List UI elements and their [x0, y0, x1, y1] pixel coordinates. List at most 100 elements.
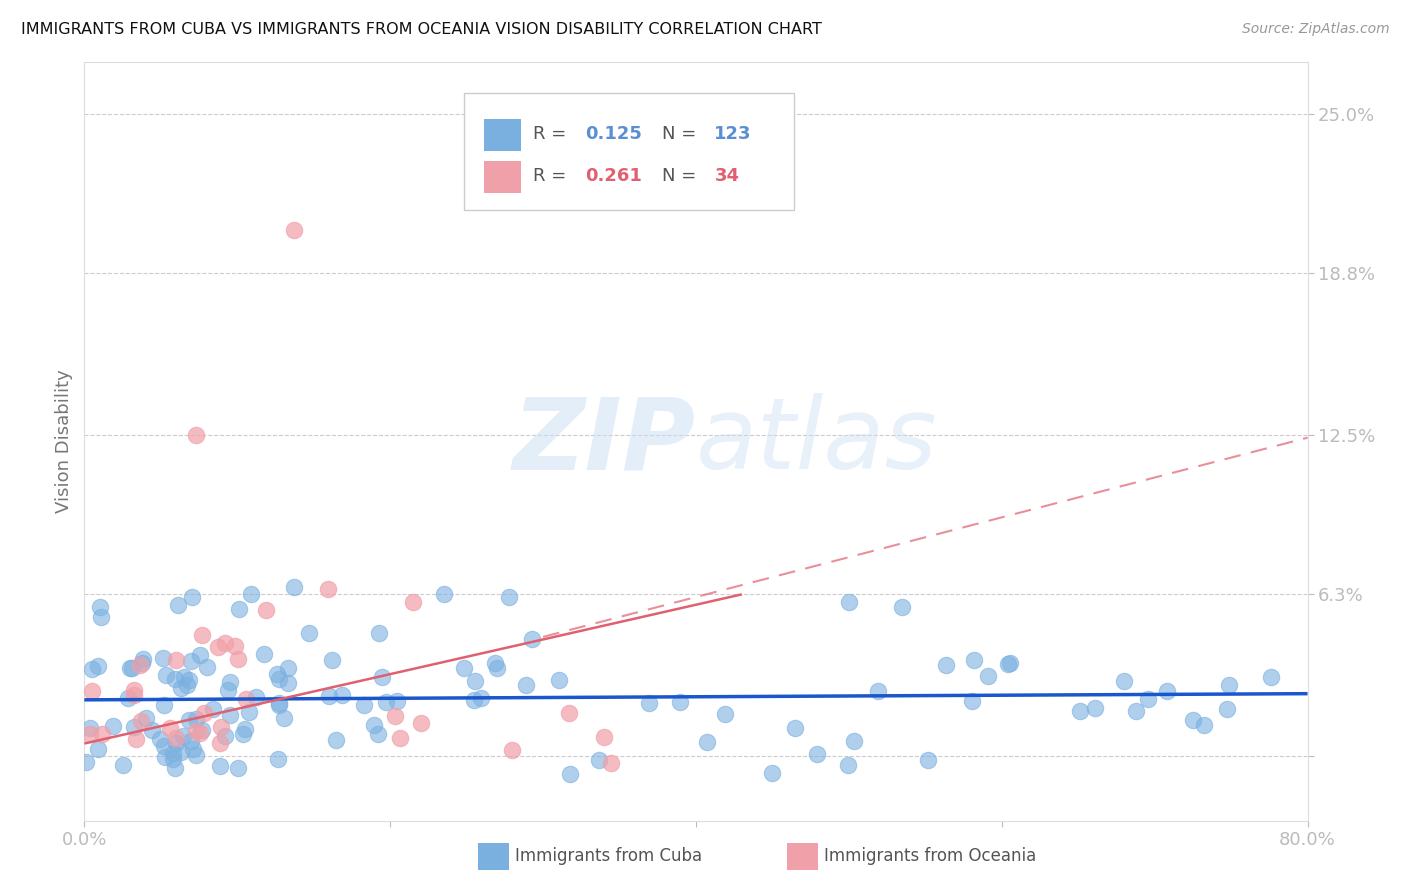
Point [87, 742, 110, 756]
Point [240, 587, 263, 601]
Point [170, 681, 193, 696]
Point [122, 720, 145, 734]
Point [214, 729, 236, 743]
Point [132, 652, 155, 666]
Point [501, 743, 523, 757]
Point [267, 673, 290, 687]
Point [273, 711, 295, 725]
Point [592, 730, 614, 744]
Point [149, 732, 172, 747]
Point [209, 759, 232, 773]
FancyBboxPatch shape [464, 93, 794, 211]
Point [389, 731, 412, 745]
Point [162, 746, 184, 760]
Point [837, 758, 859, 772]
Point [232, 727, 254, 741]
Point [267, 696, 290, 710]
Point [228, 602, 250, 616]
Text: N =: N = [662, 167, 702, 186]
Point [515, 678, 537, 692]
Point [186, 724, 208, 739]
Point [228, 761, 250, 775]
Point [1112, 673, 1135, 688]
Point [557, 706, 579, 721]
Point [1218, 678, 1240, 692]
Point [170, 745, 193, 759]
Point [207, 640, 229, 654]
Point [637, 696, 659, 710]
Point [79, 721, 101, 735]
Point [367, 625, 389, 640]
Point [226, 652, 249, 666]
Point [277, 661, 299, 675]
Point [269, 698, 291, 713]
Point [1137, 692, 1160, 706]
Point [162, 752, 184, 766]
Point [188, 648, 211, 663]
Text: Immigrants from Cuba: Immigrants from Cuba [515, 847, 702, 865]
Text: Source: ZipAtlas.com: Source: ZipAtlas.com [1241, 22, 1389, 37]
Point [128, 658, 150, 673]
Point [1215, 701, 1237, 715]
Point [316, 582, 339, 597]
Text: 0.261: 0.261 [585, 167, 641, 186]
Point [238, 705, 260, 719]
Point [935, 657, 957, 672]
Point [464, 673, 486, 688]
Point [267, 751, 290, 765]
Point [374, 695, 396, 709]
Point [121, 661, 143, 675]
Point [484, 656, 506, 670]
Point [173, 670, 195, 684]
Point [184, 428, 207, 442]
Point [201, 702, 224, 716]
Point [135, 711, 157, 725]
Point [384, 708, 406, 723]
Point [1194, 718, 1216, 732]
Point [1069, 705, 1091, 719]
Point [82, 662, 104, 676]
Point [298, 626, 321, 640]
Point [188, 725, 211, 739]
Point [433, 587, 456, 601]
Point [806, 747, 828, 762]
Text: IMMIGRANTS FROM CUBA VS IMMIGRANTS FROM OCEANIA VISION DISABILITY CORRELATION CH: IMMIGRANTS FROM CUBA VS IMMIGRANTS FROM … [21, 22, 823, 37]
Point [155, 668, 177, 682]
Point [191, 723, 214, 737]
Point [141, 723, 163, 737]
Point [321, 653, 343, 667]
Point [125, 731, 148, 746]
Point [254, 603, 277, 617]
Point [235, 692, 257, 706]
Point [131, 656, 153, 670]
Point [89, 600, 111, 615]
Point [159, 721, 181, 735]
Point [90, 610, 112, 624]
Point [165, 653, 187, 667]
Point [91, 727, 114, 741]
Point [1084, 701, 1107, 715]
Point [783, 722, 806, 736]
Y-axis label: Vision Disability: Vision Disability [55, 369, 73, 514]
Point [176, 678, 198, 692]
Point [370, 670, 392, 684]
Point [177, 673, 200, 687]
Point [325, 732, 347, 747]
Point [714, 706, 737, 721]
Point [111, 757, 134, 772]
Point [588, 753, 610, 767]
Point [153, 698, 176, 713]
Point [330, 688, 353, 702]
Point [152, 651, 174, 665]
Text: Immigrants from Oceania: Immigrants from Oceania [824, 847, 1036, 865]
Point [318, 689, 340, 703]
Point [385, 694, 408, 708]
Text: R =: R = [533, 167, 572, 186]
Text: 34: 34 [714, 167, 740, 186]
Point [917, 753, 939, 767]
Point [101, 719, 124, 733]
Point [1125, 705, 1147, 719]
Point [152, 739, 174, 753]
Point [485, 661, 508, 675]
Point [186, 748, 208, 763]
